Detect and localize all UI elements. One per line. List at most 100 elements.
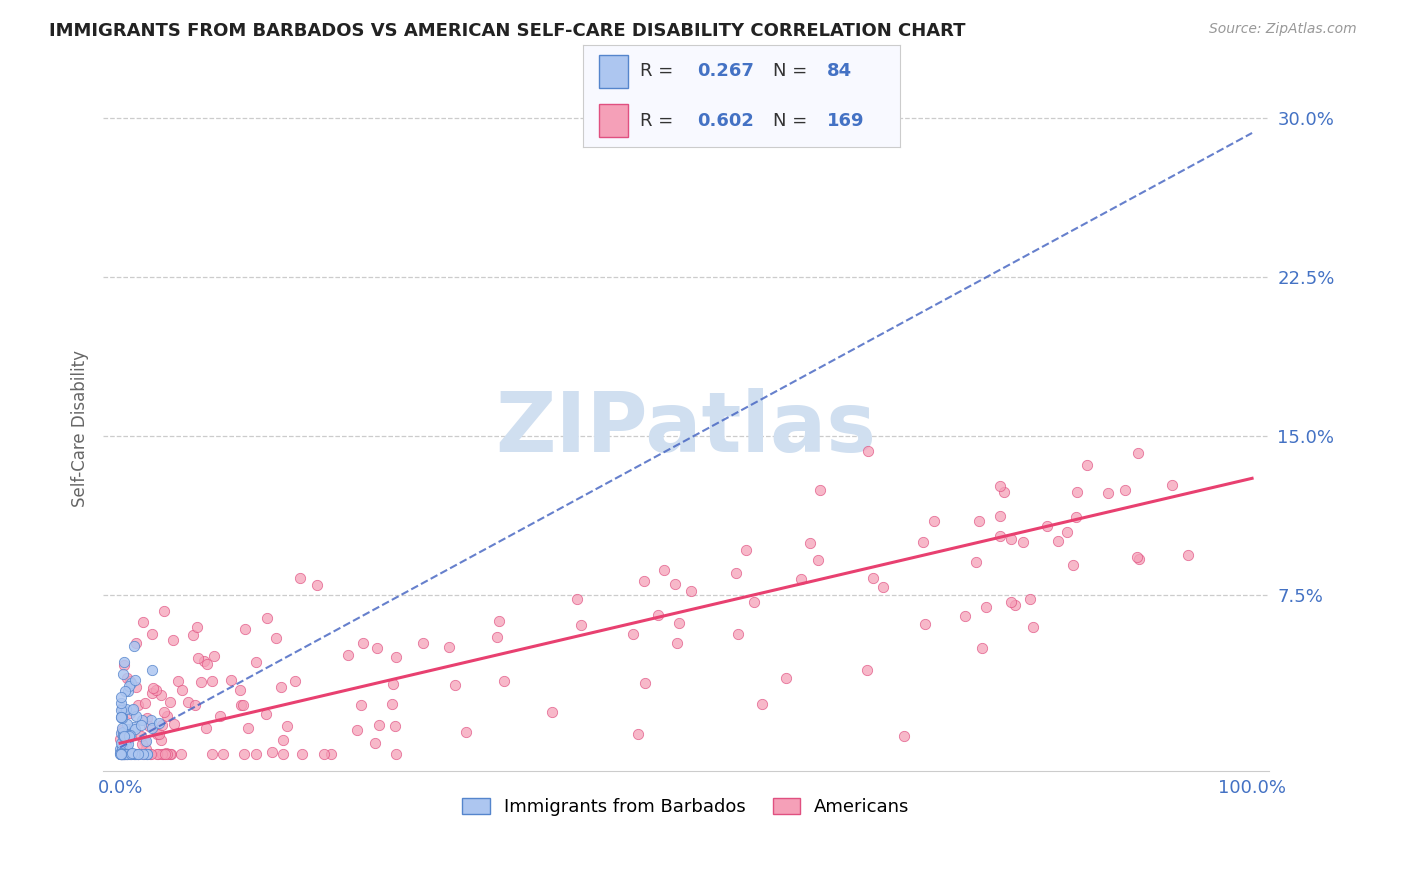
Point (634, 676, 657, 690)
Point (412, 636, 434, 650)
Point (1035, 519, 1057, 533)
Point (114, 745, 136, 759)
Text: R =: R = (641, 62, 679, 80)
Point (125, 709, 148, 723)
Point (1128, 446, 1150, 460)
Point (112, 747, 135, 761)
Text: R =: R = (641, 112, 679, 129)
Point (219, 673, 242, 688)
Point (115, 671, 138, 685)
Point (118, 728, 141, 742)
Point (152, 604, 174, 618)
Point (1128, 552, 1150, 566)
Point (122, 639, 145, 653)
Point (127, 698, 149, 712)
Point (668, 615, 690, 630)
Point (742, 595, 765, 609)
Point (115, 717, 138, 731)
Point (108, 747, 131, 761)
Point (120, 747, 142, 761)
Point (965, 555, 987, 569)
Point (273, 733, 295, 747)
Y-axis label: Self-Care Disability: Self-Care Disability (72, 350, 89, 507)
Point (148, 727, 170, 741)
Point (110, 747, 132, 761)
Point (155, 746, 177, 760)
Point (336, 648, 359, 662)
Point (115, 747, 138, 761)
Point (159, 747, 181, 761)
Point (385, 747, 408, 761)
Point (232, 747, 254, 761)
Point (120, 675, 142, 690)
Point (124, 636, 146, 650)
Point (862, 571, 884, 585)
FancyBboxPatch shape (599, 55, 627, 87)
Point (131, 713, 153, 727)
Point (118, 747, 141, 761)
Point (110, 736, 132, 750)
Point (136, 747, 159, 761)
Point (627, 727, 650, 741)
Point (112, 729, 135, 743)
Point (145, 747, 167, 761)
Point (115, 747, 138, 761)
Point (988, 509, 1011, 524)
Point (114, 746, 136, 760)
Point (110, 741, 132, 756)
Point (110, 747, 132, 761)
Point (120, 747, 142, 761)
Point (181, 628, 204, 642)
Point (112, 655, 135, 669)
Point (156, 708, 179, 723)
Point (153, 705, 176, 719)
Point (134, 735, 156, 749)
Point (974, 599, 997, 614)
Point (127, 747, 149, 761)
Point (856, 663, 879, 677)
Point (124, 747, 146, 761)
Text: 84: 84 (827, 62, 852, 80)
Point (124, 723, 146, 737)
Point (150, 688, 173, 702)
Point (454, 725, 477, 739)
Point (970, 641, 993, 656)
Point (127, 747, 149, 761)
Point (385, 649, 408, 664)
Text: ZIPatlas: ZIPatlas (495, 388, 876, 469)
Point (117, 747, 139, 761)
Point (110, 747, 132, 761)
Point (163, 717, 186, 731)
Point (1066, 484, 1088, 499)
Point (229, 683, 252, 698)
Point (125, 680, 148, 694)
Point (1000, 533, 1022, 547)
Point (141, 664, 163, 678)
Point (808, 483, 831, 497)
Point (166, 674, 188, 689)
Point (149, 732, 172, 747)
Point (271, 747, 294, 761)
Point (112, 730, 135, 744)
Point (155, 747, 177, 761)
Point (110, 690, 132, 704)
Point (245, 747, 267, 761)
Point (494, 673, 516, 688)
Point (922, 514, 945, 528)
Point (256, 610, 278, 624)
Point (988, 529, 1011, 543)
Point (129, 718, 152, 732)
Text: N =: N = (773, 62, 813, 80)
Point (233, 622, 256, 636)
Point (1056, 524, 1078, 539)
Point (350, 698, 373, 713)
Point (111, 747, 134, 761)
Point (118, 674, 141, 689)
Point (134, 734, 156, 748)
Point (647, 607, 669, 622)
Point (1019, 592, 1042, 607)
Point (231, 698, 253, 713)
Point (138, 719, 160, 733)
Point (569, 618, 592, 632)
Point (134, 747, 156, 761)
